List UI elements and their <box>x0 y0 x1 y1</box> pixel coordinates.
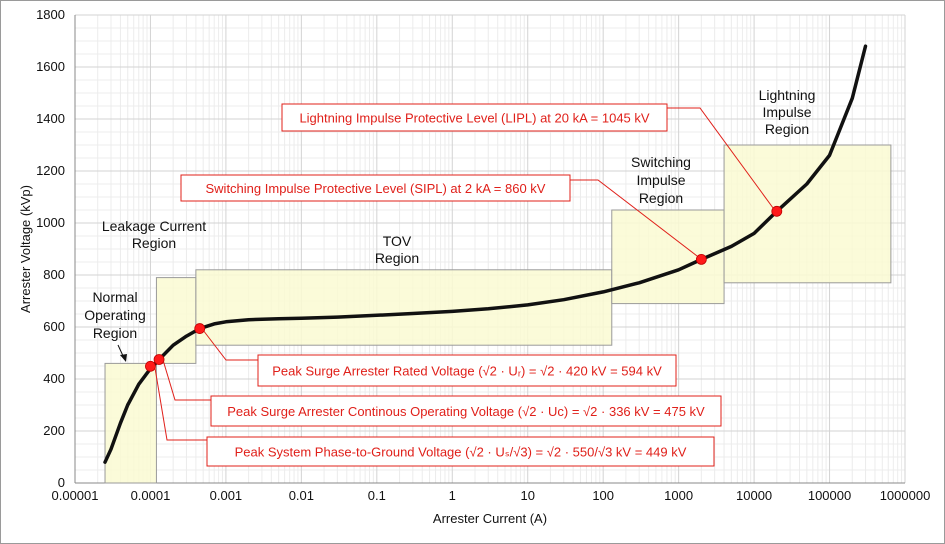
callout-leader <box>667 107 777 213</box>
mcov-callout: Peak Surge Arrester Continous Operating … <box>162 359 722 427</box>
switching-region-label: Switching Impulse Region <box>631 154 691 206</box>
x-axis-label: Arrester Current (A) <box>433 511 547 526</box>
callout-box <box>206 436 715 467</box>
callout-box <box>257 354 677 387</box>
x-tick-label: 1000 <box>664 488 693 503</box>
callout-label: Peak Surge Arrester Rated Voltage (√2 · … <box>272 364 662 379</box>
region-label-line: Switching <box>631 154 691 170</box>
callout-label: Peak Surge Arrester Continous Operating … <box>227 404 705 419</box>
callout-label: Peak System Phase-to-Ground Voltage (√2 … <box>235 445 687 460</box>
callout-leader <box>570 179 702 260</box>
rated-voltage-callout: Peak Surge Arrester Rated Voltage (√2 · … <box>202 329 677 387</box>
x-tick-label: 0.0001 <box>131 488 171 503</box>
x-tick-label: 0.001 <box>210 488 243 503</box>
y-tick-label: 0 <box>58 475 65 490</box>
protective-level-marker <box>695 253 707 265</box>
x-tick-label: 10 <box>520 488 534 503</box>
region-label-line: Region <box>639 190 683 206</box>
region-label-line: Region <box>132 235 176 251</box>
protective-level-marker <box>771 205 783 217</box>
region-label-line: Impulse <box>762 104 811 120</box>
y-tick-label: 400 <box>43 371 65 386</box>
x-tick-label: 0.01 <box>289 488 314 503</box>
y-tick-label: 1000 <box>36 215 65 230</box>
x-tick-label: 0.1 <box>368 488 386 503</box>
y-tick-label: 600 <box>43 319 65 334</box>
callout-label: Lightning Impulse Protective Level (LIPL… <box>299 111 649 126</box>
protective-level-marker <box>194 323 206 334</box>
region-label-line: Operating <box>84 307 145 323</box>
system-voltage-callout: Peak System Phase-to-Ground Voltage (√2 … <box>154 367 715 467</box>
y-tick-label: 1800 <box>36 7 65 22</box>
callout-box <box>210 395 722 427</box>
tov-region-box <box>195 269 613 346</box>
lightning-impulse-region-box <box>723 144 892 284</box>
normal-region-label: Normal Operating Region <box>84 289 145 341</box>
y-tick-label: 1200 <box>36 163 65 178</box>
callout-label: Switching Impulse Protective Level (SIPL… <box>206 181 546 196</box>
region-label-line: Region <box>93 325 137 341</box>
region-label-line: Normal <box>92 289 137 305</box>
callout-leader <box>154 367 207 441</box>
callout-leader <box>162 359 211 401</box>
y-tick-label: 1600 <box>36 59 65 74</box>
y-tick-label: 200 <box>43 423 65 438</box>
normal-operating-region-box <box>104 362 157 484</box>
callout-box <box>180 174 571 202</box>
y-axis-label: Arrester Voltage (kVp) <box>18 185 33 313</box>
callout-box <box>281 103 668 132</box>
x-tick-label: 1 <box>449 488 456 503</box>
callout-leader <box>202 329 258 361</box>
x-tick-label: 100000 <box>808 488 851 503</box>
x-tick-label: 1000000 <box>880 488 931 503</box>
protective-level-marker <box>145 360 156 372</box>
region-label-line: Impulse <box>636 172 685 188</box>
x-tick-label: 10000 <box>736 488 772 503</box>
normal-region-arrowhead <box>120 354 127 362</box>
region-label-line: TOV <box>383 233 412 249</box>
region-label-line: Lightning <box>759 87 816 103</box>
sipl-callout: Switching Impulse Protective Level (SIPL… <box>180 174 702 260</box>
lipl-callout: Lightning Impulse Protective Level (LIPL… <box>281 103 777 213</box>
region-label-line: Region <box>765 121 809 137</box>
region-label-line: Leakage Current <box>102 218 206 234</box>
x-tick-label: 100 <box>592 488 614 503</box>
y-tick-label: 1400 <box>36 111 65 126</box>
region-label-line: Region <box>375 250 419 266</box>
x-tick-label: 0.00001 <box>52 488 99 503</box>
protective-level-marker <box>153 354 165 365</box>
y-tick-label: 800 <box>43 267 65 282</box>
leakage-current-region-box <box>155 277 197 364</box>
